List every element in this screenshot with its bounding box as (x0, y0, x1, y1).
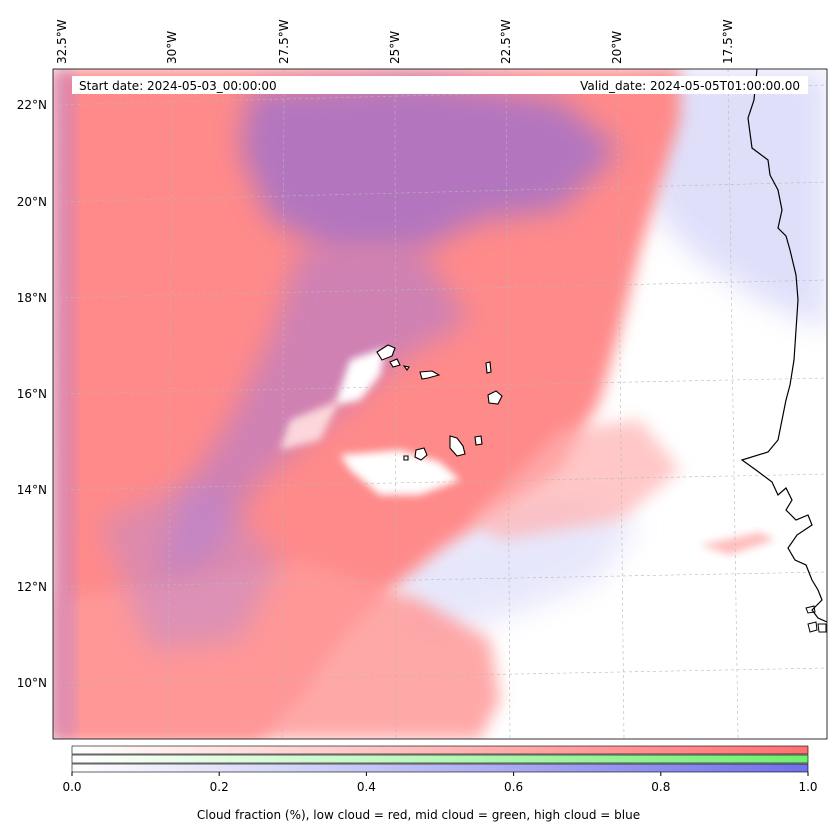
lon-tick-label: 17.5°W (721, 19, 735, 64)
island-santa-luzia (402, 365, 410, 371)
island-santiago (449, 435, 466, 457)
colorbar-tick-label: 0.6 (504, 780, 523, 794)
colorbar-tick-label: 0.8 (651, 780, 670, 794)
lon-tick-label: 27.5°W (277, 19, 291, 64)
lat-tick-label: 18°N (17, 291, 47, 305)
lat-tick-label: 20°N (17, 195, 47, 209)
island-sal (485, 361, 492, 374)
island-sao-nicolau (419, 370, 441, 380)
latitude-tick-labels: 22°N 20°N 18°N 16°N 14°N 12°N 10°N (17, 98, 47, 690)
bijagos-islands (805, 605, 827, 633)
lat-tick-label: 16°N (17, 387, 47, 401)
map-field (53, 69, 827, 739)
island-brava (403, 455, 409, 461)
map-frame (52, 68, 828, 740)
colorbar-caption: Cloud fraction (%), low cloud = red, mid… (196, 808, 641, 822)
valid-date-label: Valid_date: 2024-05-05T01:00:00.00 (580, 79, 800, 93)
lat-tick-label: 10°N (17, 676, 47, 690)
clear-gap-2 (340, 450, 460, 495)
island-santo-antao (376, 344, 396, 361)
lon-tick-label: 32.5°W (55, 19, 69, 64)
colorbar-tick-label: 0.4 (357, 780, 376, 794)
annotation-banner (72, 76, 808, 94)
high-cloud-east (640, 70, 827, 330)
colorbar: 0.0 0.2 0.4 0.6 0.8 1.0 (62, 745, 818, 794)
clear-gap-1 (335, 348, 385, 405)
colorbar-tick-label: 1.0 (798, 780, 817, 794)
cape-verde-islands (376, 344, 503, 461)
colorbar-low (71, 745, 809, 755)
lat-tick-label: 22°N (17, 98, 47, 112)
low-cloud-band (470, 420, 680, 540)
lon-tick-label: 20°W (610, 31, 624, 64)
high-cloud-west-edge (53, 69, 75, 739)
island-sao-vicente (389, 358, 401, 368)
gridlines (53, 69, 827, 739)
clear-gap-3 (280, 400, 340, 450)
colorbar-ticks: 0.0 0.2 0.4 0.6 0.8 1.0 (62, 772, 818, 794)
longitude-tick-labels: 32.5°W 30°W 27.5°W 25°W 22.5°W 20°W 17.5°W (55, 19, 735, 64)
lon-tick-label: 22.5°W (499, 19, 513, 64)
island-fogo (414, 447, 428, 461)
lon-tick-label: 30°W (165, 31, 179, 64)
lat-tick-label: 12°N (17, 580, 47, 594)
lat-tick-label: 14°N (17, 483, 47, 497)
africa-coastline (740, 69, 827, 623)
start-date-label: Start date: 2024-05-03_00:00:00 (79, 79, 277, 93)
high-cloud-sw (100, 480, 280, 650)
colorbar-mid (71, 754, 809, 764)
colorbar-high (71, 763, 809, 773)
island-boa-vista (487, 390, 503, 405)
lon-tick-label: 25°W (388, 31, 402, 64)
colorbar-tick-label: 0.0 (62, 780, 81, 794)
colorbar-tick-label: 0.2 (210, 780, 229, 794)
island-maio (474, 435, 483, 446)
high-cloud-north (240, 80, 620, 250)
low-cloud-streak (700, 532, 775, 555)
